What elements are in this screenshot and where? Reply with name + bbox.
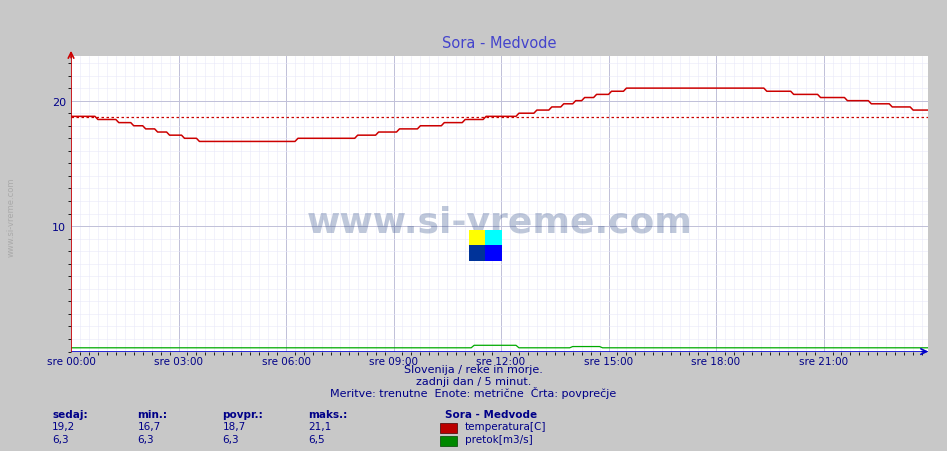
Text: zadnji dan / 5 minut.: zadnji dan / 5 minut. <box>416 376 531 386</box>
Text: temperatura[C]: temperatura[C] <box>465 421 546 431</box>
Text: pretok[m3/s]: pretok[m3/s] <box>465 434 533 444</box>
Text: 18,7: 18,7 <box>223 421 246 431</box>
Bar <box>486 246 502 262</box>
Text: www.si-vreme.com: www.si-vreme.com <box>7 177 16 256</box>
Text: 19,2: 19,2 <box>52 421 76 431</box>
Bar <box>469 230 486 246</box>
Text: min.:: min.: <box>137 409 168 419</box>
Text: Slovenija / reke in morje.: Slovenija / reke in morje. <box>404 364 543 374</box>
Title: Sora - Medvode: Sora - Medvode <box>442 36 557 51</box>
Text: maks.:: maks.: <box>308 409 347 419</box>
Text: sedaj:: sedaj: <box>52 409 88 419</box>
Text: 6,3: 6,3 <box>137 434 154 444</box>
Text: 6,5: 6,5 <box>308 434 325 444</box>
Text: povpr.:: povpr.: <box>223 409 263 419</box>
Text: 6,3: 6,3 <box>52 434 69 444</box>
Text: Sora - Medvode: Sora - Medvode <box>445 409 537 419</box>
Text: www.si-vreme.com: www.si-vreme.com <box>307 205 692 239</box>
Polygon shape <box>469 246 486 262</box>
Bar <box>486 230 502 246</box>
Text: Meritve: trenutne  Enote: metrične  Črta: povprečje: Meritve: trenutne Enote: metrične Črta: … <box>331 387 616 398</box>
Text: 6,3: 6,3 <box>223 434 240 444</box>
Text: 16,7: 16,7 <box>137 421 161 431</box>
Text: 21,1: 21,1 <box>308 421 331 431</box>
